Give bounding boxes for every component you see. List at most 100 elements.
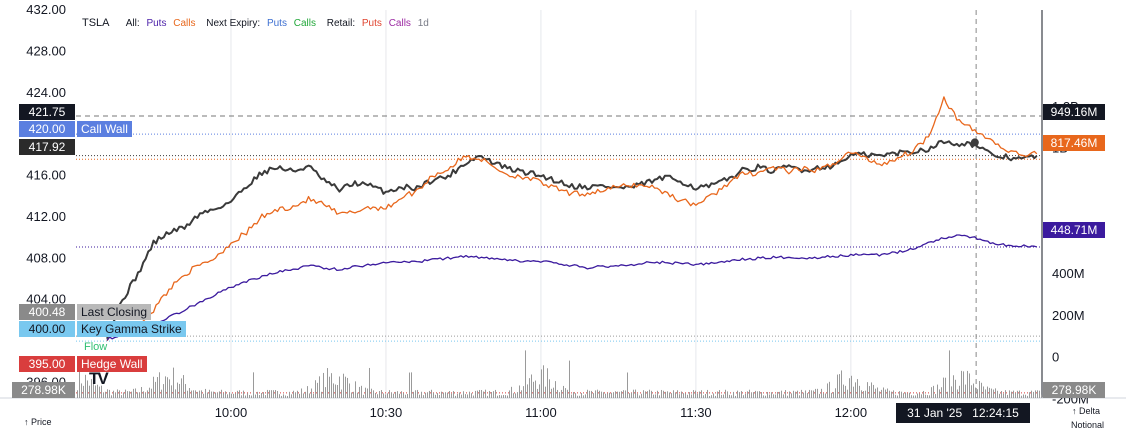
legend-all-puts[interactable]: Puts [146,18,167,29]
volume-bar [589,390,590,398]
volume-bar [721,394,722,398]
volume-bar [931,387,932,398]
price-tick-label: 428.00 [26,43,66,58]
legend-retail-puts[interactable]: Puts [361,18,382,29]
volume-bar [223,393,224,398]
volume-bar [743,395,744,398]
volume-bar [975,387,976,398]
volume-bar [255,394,256,398]
volume-bar [709,396,710,398]
volume-bar [267,389,268,398]
volume-bar [219,391,220,398]
volume-bar [449,391,450,398]
legend-timeframe[interactable]: 1d [417,18,429,29]
volume-bar [611,392,612,398]
volume-bar [465,394,466,398]
volume-bar [535,380,536,398]
volume-bar [191,390,192,398]
volume-bar [825,393,826,398]
crosshair-marker [970,138,979,147]
volume-bar [929,395,930,398]
volume-bar [393,393,394,398]
volume-bar [635,389,636,398]
volume-bar [139,392,140,398]
volume-bar [771,392,772,398]
volume-bar [499,394,500,398]
volume-bar [349,383,350,398]
volume-bar [837,374,838,398]
volume-bar [1021,395,1022,398]
volume-bar [335,384,336,398]
legend-retail-calls[interactable]: Calls [388,18,411,29]
volume-bar [551,388,552,398]
volume-bar [437,393,438,398]
volume-bar [619,391,620,398]
volume-bar [745,393,746,398]
volume-bar [375,392,376,398]
volume-bar [81,383,82,398]
volume-bar [425,392,426,398]
volume-bar [189,388,190,398]
volume-bar [827,383,828,398]
volume-bar [815,388,816,398]
volume-bar [659,395,660,398]
volume-bar [467,394,468,398]
volume-bar [1009,390,1010,398]
volume-bar [431,389,432,398]
volume-bar [523,386,524,398]
volume-bar [297,390,298,398]
volume-bar [299,393,300,398]
volume-bar [853,386,854,398]
volume-bar [427,392,428,398]
volume-bar [739,392,740,398]
current-price-tag: 421.75 [19,104,75,120]
volume-bar [517,392,518,398]
volume-bar [257,391,258,398]
volume-bar [699,391,700,398]
volume-bar [221,389,222,398]
volume-bar [285,395,286,398]
grid-lines [0,10,1126,399]
volume-bar [685,393,686,398]
volume-bar [863,391,864,398]
volume-bar [819,393,820,398]
volume-bar [491,392,492,398]
volume-bar [647,391,648,398]
volume-bar [153,376,154,398]
volume-bar [715,395,716,398]
last-price-tag: 417.92 [19,139,75,155]
volume-bar [779,391,780,398]
volume-bar [873,384,874,398]
volume-bar [763,395,764,398]
price-tick-label: 416.00 [26,168,66,183]
volume-bar [429,390,430,398]
volume-bar [783,394,784,398]
volume-bar [371,388,372,398]
legend-all-calls[interactable]: Calls [173,18,196,29]
volume-bar [689,392,690,398]
volume-bar [287,395,288,398]
volume-bar [623,390,624,398]
volume-bar [637,393,638,398]
time-axis: 10:00 10:30 11:00 11:30 12:00 [215,405,867,420]
legend-next-puts[interactable]: Puts [266,18,287,29]
volume-bar [569,360,570,398]
volume-bar [843,384,844,398]
volume-bar [869,386,870,398]
volume-bar [439,394,440,398]
volume-bar [177,382,178,398]
volume-bar [215,392,216,398]
volume-bar [797,390,798,398]
volume-bar [173,367,174,398]
volume-bar [977,389,978,398]
volume-bar [441,391,442,398]
series-line-price [106,139,1038,340]
volume-bar [557,389,558,398]
volume-bar [791,393,792,398]
volume-bar [423,395,424,398]
volume-bar [865,390,866,398]
volume-bar [183,375,184,398]
legend-next-calls[interactable]: Calls [293,18,316,29]
volume-bar [151,388,152,398]
